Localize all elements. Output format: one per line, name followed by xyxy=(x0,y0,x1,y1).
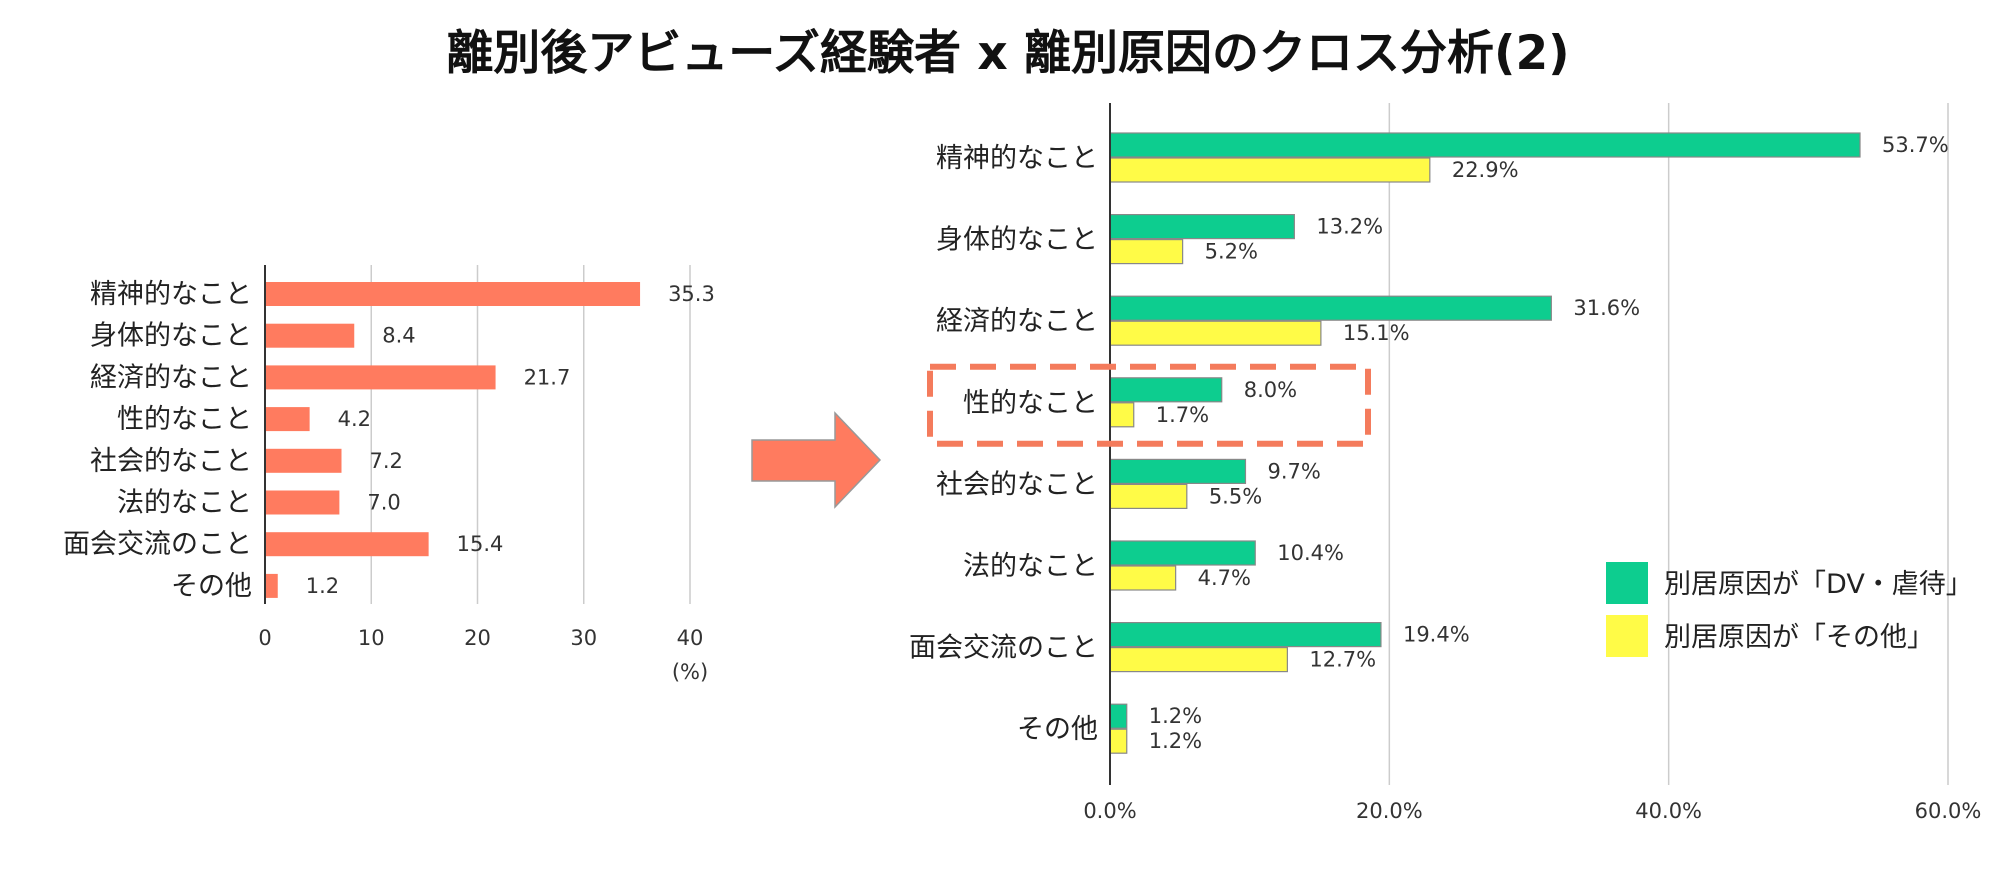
other-value-label: 5.5% xyxy=(1209,484,1262,508)
left-value-label: 8.4 xyxy=(382,324,415,348)
dv-bar xyxy=(1109,377,1223,403)
left-bar xyxy=(265,365,496,390)
left-value-label: 4.2 xyxy=(338,407,371,431)
right-category-label: 面会交流のこと xyxy=(909,633,1098,664)
right-category-label: 性的なこと xyxy=(963,388,1098,419)
right-x-tick-label: 20.0% xyxy=(1356,799,1423,823)
left-category-label: 法的なこと xyxy=(117,488,252,519)
dv-value-label: 8.0% xyxy=(1244,378,1297,402)
left-value-label: 21.7 xyxy=(524,365,571,389)
dv-value-label: 31.6% xyxy=(1573,296,1640,320)
other-bar xyxy=(1109,483,1188,509)
right-category-label: その他 xyxy=(1017,714,1098,745)
other-value-label: 1.2% xyxy=(1149,729,1202,753)
other-bar xyxy=(1109,402,1135,428)
left-bar xyxy=(265,573,278,598)
left-category-label: 性的なこと xyxy=(117,404,252,435)
dv-value-label: 9.7% xyxy=(1267,459,1320,483)
chart-title: 離別後アビューズ経験者 x 離別原因のクロス分析(2) xyxy=(446,26,1570,81)
other-value-label: 12.7% xyxy=(1309,648,1376,672)
left-category-label: 社会的なこと xyxy=(90,446,252,477)
other-bar xyxy=(1109,320,1322,346)
left-x-tick-label: 0 xyxy=(258,626,271,650)
left-x-axis-label: (%) xyxy=(672,660,708,684)
other-value-label: 15.1% xyxy=(1343,321,1410,345)
dv-bar xyxy=(1109,214,1295,240)
left-value-label: 7.0 xyxy=(367,491,400,515)
left-category-label: 経済的なこと xyxy=(90,362,252,393)
left-value-label: 35.3 xyxy=(668,282,715,306)
left-category-label: 身体的なこと xyxy=(90,321,252,352)
dv-bar xyxy=(1109,458,1247,484)
right-category-label: 精神的なこと xyxy=(936,143,1098,174)
dv-value-label: 10.4% xyxy=(1277,541,1344,565)
left-value-label: 15.4 xyxy=(457,532,504,556)
legend-swatch-other xyxy=(1606,615,1648,657)
left-x-tick-label: 10 xyxy=(358,626,385,650)
left-x-tick-label: 20 xyxy=(464,626,491,650)
arrow-shape xyxy=(751,411,882,509)
right-category-label: 身体的なこと xyxy=(936,225,1098,256)
right-x-tick-label: 40.0% xyxy=(1635,799,1702,823)
right-category-label: 社会的なこと xyxy=(936,469,1098,500)
left-category-label: 面会交流のこと xyxy=(63,529,252,560)
left-bar xyxy=(265,282,641,306)
other-value-label: 4.7% xyxy=(1198,566,1251,590)
other-bar xyxy=(1109,728,1128,754)
legend-swatch-dv xyxy=(1606,562,1648,604)
left-category-label: 精神的なこと xyxy=(90,279,252,310)
dv-value-label: 13.2% xyxy=(1316,215,1383,239)
other-bar xyxy=(1109,239,1184,265)
right-chart: 0.0% 20.0% 40.0% 60.0% 精神的なこと 53.7% 22.9% 身体的なこ… xyxy=(909,103,1981,823)
dv-bar xyxy=(1109,132,1861,158)
left-chart: 0 10 20 30 40 (%) 精神的なこと 35.3 身体的なこと 8.4 経済的なこと 21.… xyxy=(63,265,715,684)
dv-bar xyxy=(1109,703,1128,729)
other-bar xyxy=(1109,646,1288,673)
left-x-tick-label: 40 xyxy=(677,626,704,650)
right-category-label: 経済的なこと xyxy=(936,306,1098,337)
other-value-label: 5.2% xyxy=(1205,240,1258,264)
left-x-tick-label: 30 xyxy=(570,626,597,650)
left-value-label: 7.2 xyxy=(370,449,403,473)
left-bar xyxy=(265,323,355,348)
dv-value-label: 53.7% xyxy=(1882,133,1949,157)
left-bar xyxy=(265,407,310,432)
highlight-box xyxy=(927,363,1371,447)
right-x-tick-label: 60.0% xyxy=(1915,799,1982,823)
arrow-icon xyxy=(751,411,882,509)
left-bar xyxy=(265,448,342,473)
other-value-label: 22.9% xyxy=(1452,158,1519,182)
dv-bar xyxy=(1109,621,1382,648)
right-x-tick-label: 0.0% xyxy=(1083,799,1136,823)
dv-bar xyxy=(1109,540,1256,566)
other-bar xyxy=(1109,157,1431,183)
dv-bar xyxy=(1109,295,1552,321)
dv-value-label: 1.2% xyxy=(1149,704,1202,728)
left-value-label: 1.2 xyxy=(306,574,339,598)
right-category-label: 法的なこと xyxy=(963,551,1098,582)
other-value-label: 1.7% xyxy=(1156,403,1209,427)
other-bar xyxy=(1109,565,1177,591)
legend-label-other: 別居原因が「その他」 xyxy=(1664,622,1934,653)
dv-value-label: 19.4% xyxy=(1403,623,1470,647)
left-bar xyxy=(265,490,340,515)
left-category-label: その他 xyxy=(171,571,252,602)
legend-label-dv: 別居原因が「DV・虐待」 xyxy=(1664,569,1973,600)
left-bar xyxy=(265,532,429,557)
